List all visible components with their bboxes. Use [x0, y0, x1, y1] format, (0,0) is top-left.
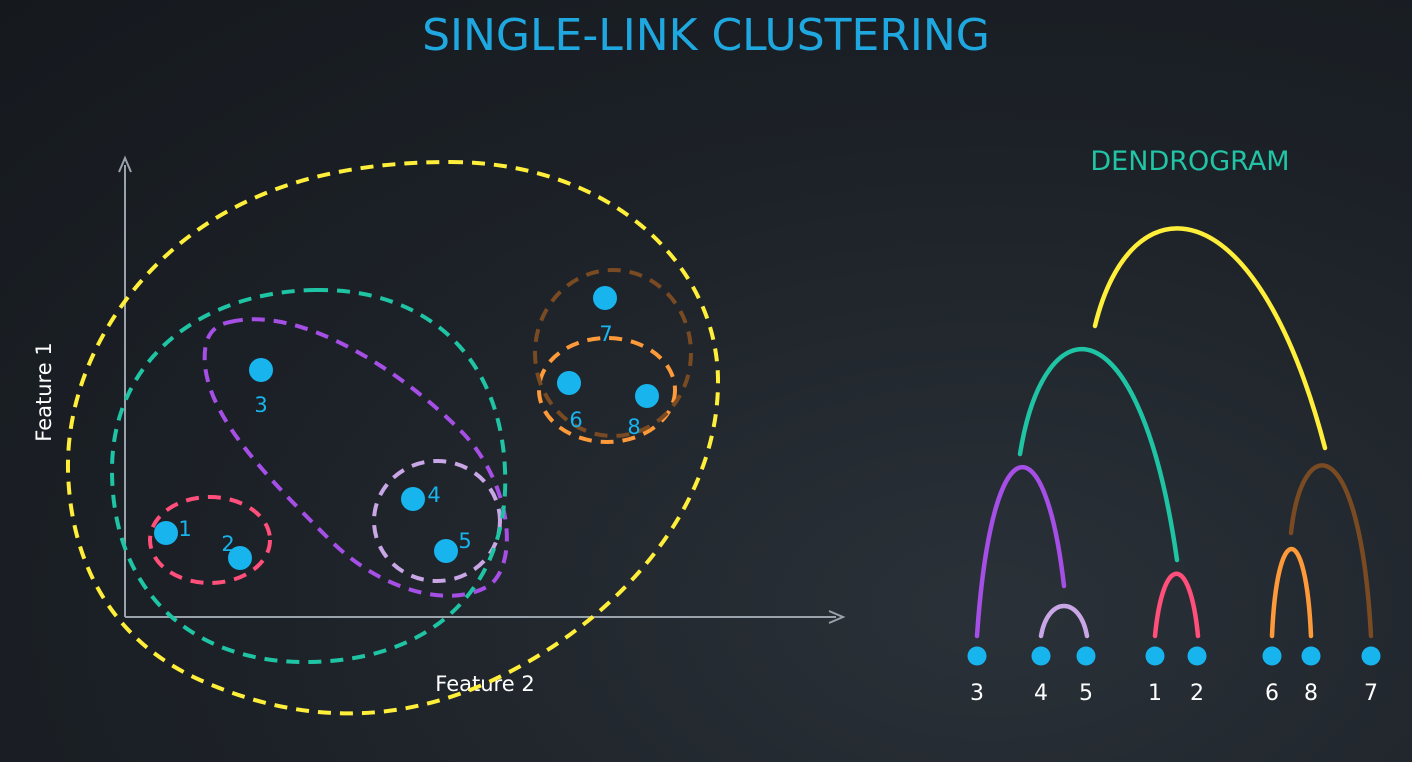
point-label-7: 7 — [599, 322, 612, 346]
leaf-label-6: 6 — [1265, 681, 1279, 706]
cluster-outline-6-8 — [537, 336, 677, 444]
leaf-label-1: 1 — [1148, 681, 1162, 706]
point-2 — [228, 546, 252, 570]
dendrogram-arc-4_5 — [1038, 603, 1090, 639]
leaf-node-3 — [967, 646, 987, 666]
scatter-points: 1 2 3 45 6 7 8 — [154, 286, 659, 570]
leaf-node-1 — [1145, 646, 1165, 666]
dendrogram-arc-3-4-5-1-2_6-8-7 — [1092, 226, 1328, 451]
x-axis-label: Feature 2 — [435, 672, 535, 696]
x-axis-arrow-icon — [828, 610, 846, 624]
point-label-4: 4 — [427, 483, 440, 507]
cluster-outline-1-2-3-4-5-6-7-8 — [65, 159, 721, 716]
cluster-outline-1-2-3-4-5 — [109, 287, 508, 665]
point-8 — [635, 384, 659, 408]
dendrogram-title: DENDROGRAM — [1090, 146, 1290, 177]
dendrogram-arc-6-8_7 — [1288, 463, 1374, 639]
leaf-node-7 — [1361, 646, 1381, 666]
dendrogram-arc-3-4-5_1-2 — [1017, 346, 1180, 563]
dendrogram-arc-3_4-5 — [974, 464, 1067, 639]
point-label-1: 1 — [178, 517, 191, 541]
point-1 — [154, 521, 178, 545]
leaf-label-5: 5 — [1079, 681, 1093, 706]
leaf-node-5 — [1076, 646, 1096, 666]
leaf-label-3: 3 — [970, 681, 984, 706]
cluster-outline-1-2 — [148, 495, 272, 585]
point-3 — [249, 358, 273, 382]
point-label-3: 3 — [254, 393, 267, 417]
cluster-outline-6-7-8 — [533, 268, 693, 438]
leaf-node-4 — [1031, 646, 1051, 666]
point-6 — [557, 371, 581, 395]
point-label-2: 2 — [221, 532, 234, 556]
scatter-axes — [118, 155, 846, 624]
dendrogram-arc-6_8 — [1269, 547, 1314, 639]
page-title: SINGLE-LINK CLUSTERING — [422, 10, 990, 61]
y-axis-arrow-icon — [118, 155, 132, 173]
leaf-label-7: 7 — [1364, 681, 1378, 706]
leaf-label-2: 2 — [1190, 681, 1204, 706]
leaf-node-6 — [1262, 646, 1282, 666]
point-7 — [593, 286, 617, 310]
leaf-node-8 — [1301, 646, 1321, 666]
leaf-node-2 — [1187, 646, 1207, 666]
point-label-6: 6 — [569, 408, 582, 432]
cluster-outline-4-5 — [372, 459, 502, 583]
point-label-8: 8 — [627, 415, 640, 439]
cluster-outline-3-4-5 — [202, 317, 509, 598]
leaf-label-4: 4 — [1034, 681, 1048, 706]
dendrogram-arc-1_2 — [1152, 571, 1201, 639]
point-4 — [401, 487, 425, 511]
leaf-label-8: 8 — [1304, 681, 1318, 706]
cluster-outlines — [65, 159, 721, 716]
point-label-5: 5 — [458, 529, 471, 553]
point-5 — [434, 539, 458, 563]
